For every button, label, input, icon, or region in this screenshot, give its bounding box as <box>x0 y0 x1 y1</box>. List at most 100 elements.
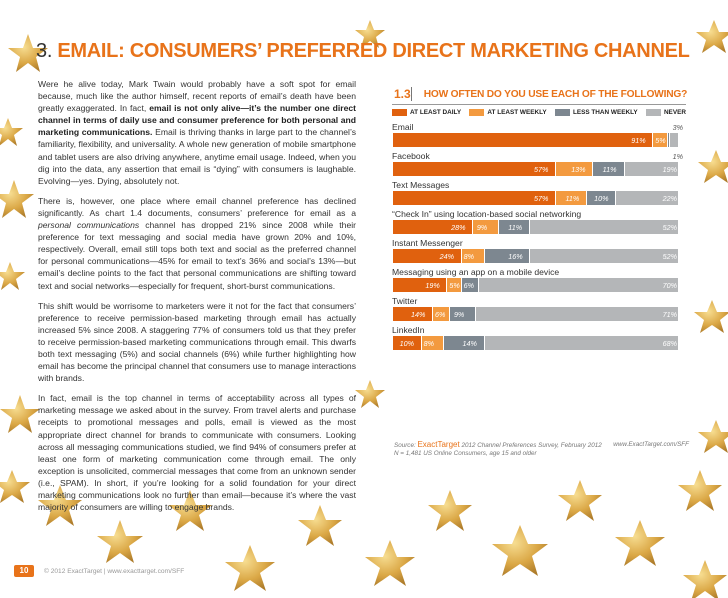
source-note: N = 1,481 US Online Consumers, age 15 an… <box>394 450 537 457</box>
star-icon <box>355 20 385 48</box>
segment-value: 68% <box>662 339 677 348</box>
segment-value: 19% <box>425 281 440 290</box>
paragraph: There is, however, one place where email… <box>38 195 356 291</box>
star-icon <box>0 180 34 218</box>
stacked-bar: 57% 11% 10% 22% <box>393 191 681 205</box>
star-icon <box>683 560 727 598</box>
legend-swatch <box>392 109 407 116</box>
stacked-bar: 10% 8% 14% 68% <box>393 336 681 350</box>
segment-value: 9% <box>453 310 465 319</box>
segment-value: 14% <box>462 339 477 348</box>
chart-title: HOW OFTEN DO YOU USE EACH OF THE FOLLOWI… <box>423 88 688 100</box>
bar-segment <box>393 336 421 350</box>
legend-label: AT LEAST DAILY <box>410 109 462 116</box>
row-label: Twitter <box>392 296 418 306</box>
segment-value: 57% <box>534 194 549 203</box>
segment-value: 91% <box>631 136 646 145</box>
row-label: Messaging using an app on a mobile devic… <box>392 267 560 277</box>
legend-label: AT LEAST WEEKLY <box>487 109 547 116</box>
bar-segment <box>444 336 484 350</box>
page-footer: 10 © 2012 ExactTarget | www.exacttarget.… <box>14 565 184 577</box>
chart-number: 1.3 <box>394 87 412 101</box>
segment-value: 24% <box>439 252 455 261</box>
segment-value: 10% <box>399 339 414 348</box>
segment-value: 5% <box>449 281 460 290</box>
star-icon <box>428 490 472 531</box>
segment-value: 52% <box>662 223 677 232</box>
bar-segment <box>393 162 556 176</box>
star-icon <box>698 150 728 183</box>
bar-segment <box>461 249 484 263</box>
section-number: 3. <box>36 40 53 62</box>
paragraph: Were he alive today, Mark Twain would pr… <box>38 79 357 186</box>
stacked-bar: 28% 9% 11% 52% <box>393 220 681 234</box>
segment-value: 57% <box>534 165 549 174</box>
star-icon <box>355 380 385 408</box>
bar-segment <box>473 220 498 234</box>
segment-value: 70% <box>662 281 677 290</box>
segment-value: 22% <box>662 194 677 203</box>
segment-value: 11% <box>508 223 523 232</box>
stacked-bar: 24% 8% 16% 52% <box>393 249 681 263</box>
star-icon <box>698 420 728 453</box>
segment-value: 8% <box>423 339 434 348</box>
bar-segment <box>556 162 593 176</box>
chart-legend: AT LEAST DAILY AT LEAST WEEKLY LESS THAN W… <box>392 109 686 116</box>
bar-segment <box>393 278 447 292</box>
segment-value: 3% <box>672 123 683 132</box>
bar-segment <box>556 191 587 205</box>
bar-segment <box>616 191 678 205</box>
segment-value: 14% <box>411 310 426 319</box>
star-icon <box>298 505 342 546</box>
usage-chart: 1.3 HOW OFTEN DO YOU USE EACH OF THE FOL… <box>392 84 688 350</box>
star-icon <box>694 300 728 333</box>
legend-item: AT LEAST DAILY <box>392 109 461 116</box>
row-label: Instant Messenger <box>392 238 463 248</box>
legend-item: AT LEAST WEEKLY <box>469 109 547 116</box>
legend-swatch <box>645 109 661 116</box>
bar-segment <box>593 162 624 176</box>
bar-segment <box>461 278 478 292</box>
segment-value: 1% <box>672 152 683 161</box>
footer-copyright: © 2012 ExactTarget | www.exacttarget.com… <box>44 567 185 575</box>
bar-segment <box>447 278 461 292</box>
segment-value: 16% <box>508 252 523 261</box>
star-icon <box>0 470 30 503</box>
paragraph: This shift would be worrisome to markete… <box>38 300 356 384</box>
legend-item: LESS THAN WEEKLY <box>554 109 638 116</box>
bar-segment <box>484 336 678 350</box>
star-icon <box>678 470 722 511</box>
star-icon <box>558 480 602 521</box>
bar-segment <box>433 307 450 321</box>
body-text: Were he alive today, Mark Twain would pr… <box>38 78 356 521</box>
bar-segment <box>421 336 444 350</box>
bar-segment <box>393 249 461 263</box>
segment-value: 71% <box>662 310 677 319</box>
row-label: LinkedIn <box>392 325 425 335</box>
row-label: Facebook <box>392 151 430 161</box>
segment-value: 8% <box>463 252 475 261</box>
segment-value: 10% <box>594 194 609 203</box>
star-icon <box>38 485 82 526</box>
star-icon <box>97 520 143 563</box>
stacked-bar: 91% 5% 3% <box>393 123 683 147</box>
bar-segment <box>450 307 475 321</box>
bar-segment <box>475 307 678 321</box>
stacked-bar: 57% 13% 11% 19% 1% <box>393 152 683 176</box>
bar-segment <box>498 220 530 234</box>
page-number: 10 <box>14 565 34 577</box>
star-icon <box>0 262 25 290</box>
chart-rows: Email 91% 5% 3% Facebook 57% 13% 11% 19% 1% Text M… <box>392 122 686 350</box>
stacked-bar: 19% 5% 6% 70% <box>393 278 681 292</box>
star-icon <box>168 490 212 531</box>
segment-value: 28% <box>451 223 466 232</box>
chart-header: 1.3 HOW OFTEN DO YOU USE EACH OF THE FOL… <box>392 84 688 105</box>
stacked-bar: 14% 6% 9% 71% <box>393 307 681 321</box>
bar-segment <box>478 278 678 292</box>
bar-segment <box>670 133 678 147</box>
segment-value: 5% <box>655 136 666 145</box>
source-url: www.ExactTarget.com/SFF <box>613 441 689 448</box>
source-brand: ExactTarget <box>417 440 460 449</box>
bar-segment <box>653 133 667 147</box>
